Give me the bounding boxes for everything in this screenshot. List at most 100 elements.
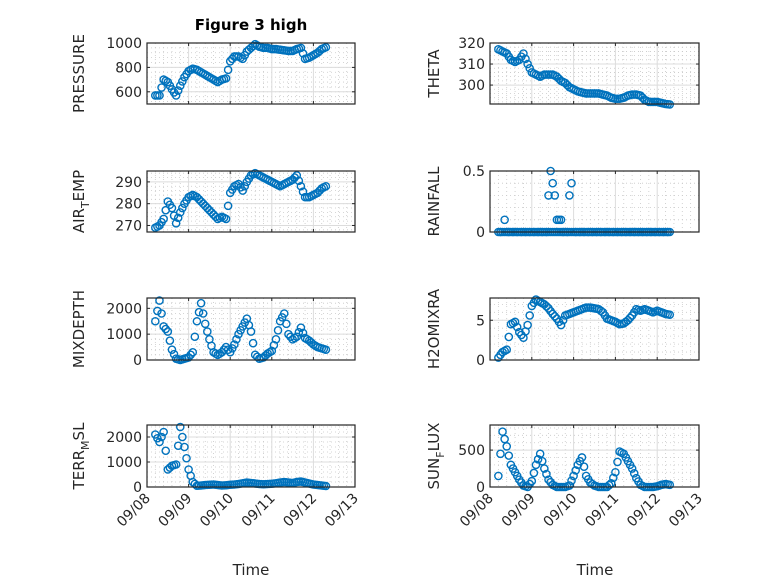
subplot-rainfall: 0 0.5 RAINFALL xyxy=(425,164,700,241)
data-point xyxy=(604,92,614,101)
y-tick-label: 0 xyxy=(476,480,485,496)
data-point xyxy=(583,474,593,484)
data-point xyxy=(273,45,283,54)
data-point xyxy=(571,86,580,95)
y-tick-label: 2000 xyxy=(106,301,142,317)
x-tick-label: 09/13 xyxy=(666,491,706,531)
x-tick-label: 09/10 xyxy=(541,491,581,531)
data-point xyxy=(565,191,574,200)
data-point xyxy=(517,52,526,61)
data-point xyxy=(227,480,237,489)
data-point xyxy=(232,479,241,489)
data-point xyxy=(617,93,626,103)
data-point xyxy=(533,71,543,80)
axes-box xyxy=(489,297,700,361)
data-point xyxy=(659,480,668,489)
data-point xyxy=(207,74,216,83)
data-point xyxy=(521,481,530,491)
data-point xyxy=(625,313,635,323)
data-point xyxy=(203,480,212,490)
subplot-air-temp: 270 280 290 AIRTEMP xyxy=(70,168,356,234)
data-point xyxy=(200,319,210,329)
data-point xyxy=(292,171,302,180)
data-point xyxy=(282,477,291,487)
data-point xyxy=(638,481,647,491)
data-point xyxy=(548,178,558,188)
data-point xyxy=(558,315,568,325)
data-point xyxy=(319,183,329,192)
data-point xyxy=(634,305,643,315)
data-point xyxy=(236,325,245,335)
data-point xyxy=(192,316,202,326)
subplot-sun-flux: 0 500 SUNFLUX 09/08 09/09 09/10 09/11 09/12 09/1… xyxy=(425,423,706,531)
data-point xyxy=(215,76,225,86)
axes-box xyxy=(489,42,700,105)
data-point xyxy=(508,464,518,473)
data-point xyxy=(588,89,597,98)
data-point xyxy=(219,213,229,223)
data-point xyxy=(161,205,171,215)
data-point xyxy=(663,480,672,489)
data-point xyxy=(654,481,664,490)
data-point xyxy=(521,327,530,336)
data-point xyxy=(567,476,576,486)
data-point xyxy=(232,52,241,61)
axes-box xyxy=(146,170,356,233)
data-point xyxy=(496,46,505,55)
data-point xyxy=(277,45,287,55)
data-point xyxy=(307,479,316,489)
data-point xyxy=(315,480,324,490)
data-point xyxy=(500,215,509,225)
data-point xyxy=(500,346,509,356)
data-point xyxy=(194,66,204,76)
data-point xyxy=(173,213,183,223)
data-point xyxy=(265,347,275,357)
data-point xyxy=(571,307,580,316)
data-point xyxy=(261,174,270,183)
subplot-h2omixra: 0 5 H2OMIXRA xyxy=(425,288,700,369)
data-point xyxy=(153,91,162,100)
x-tick-label: 09/10 xyxy=(197,491,237,531)
data-point xyxy=(161,446,171,456)
data-point xyxy=(190,332,200,342)
data-point xyxy=(646,97,656,107)
data-point xyxy=(236,183,245,192)
data-point xyxy=(211,349,220,358)
data-point xyxy=(546,306,555,316)
data-point xyxy=(617,448,626,457)
data-point xyxy=(173,86,183,95)
data-point xyxy=(496,449,505,459)
x-axis-label-right: Time xyxy=(576,561,614,579)
data-point xyxy=(232,180,241,190)
data-point xyxy=(169,349,179,359)
data-point xyxy=(529,298,539,308)
data-point xyxy=(227,54,237,64)
data-point xyxy=(654,98,664,107)
data-point xyxy=(663,309,672,319)
data-point xyxy=(277,477,287,487)
data-point xyxy=(244,478,254,488)
data-point xyxy=(273,180,283,190)
data-point xyxy=(625,460,635,470)
y-axis-label: PRESSURE xyxy=(70,34,88,113)
y-tick-label: 0 xyxy=(476,353,485,369)
data-point xyxy=(290,333,299,343)
data-point xyxy=(294,176,304,186)
data-point xyxy=(286,332,295,342)
data-point xyxy=(542,70,551,79)
data-point xyxy=(161,324,171,334)
data-point xyxy=(592,89,601,98)
data-point xyxy=(625,90,635,100)
y-tick-label: 280 xyxy=(115,197,142,213)
subplot-pressure: 600 800 1000 PRESSURE xyxy=(70,34,356,113)
data-point xyxy=(178,203,187,213)
y-tick-label: 5 xyxy=(476,313,485,329)
subplot-theta: 300 310 320 THETA xyxy=(425,36,700,109)
data-point xyxy=(265,176,275,186)
data-point xyxy=(609,473,618,483)
chart-title: Figure 3 high xyxy=(195,16,308,34)
data-point xyxy=(157,217,166,227)
data-point xyxy=(575,305,585,315)
data-point xyxy=(569,471,578,481)
data-point xyxy=(592,481,601,491)
